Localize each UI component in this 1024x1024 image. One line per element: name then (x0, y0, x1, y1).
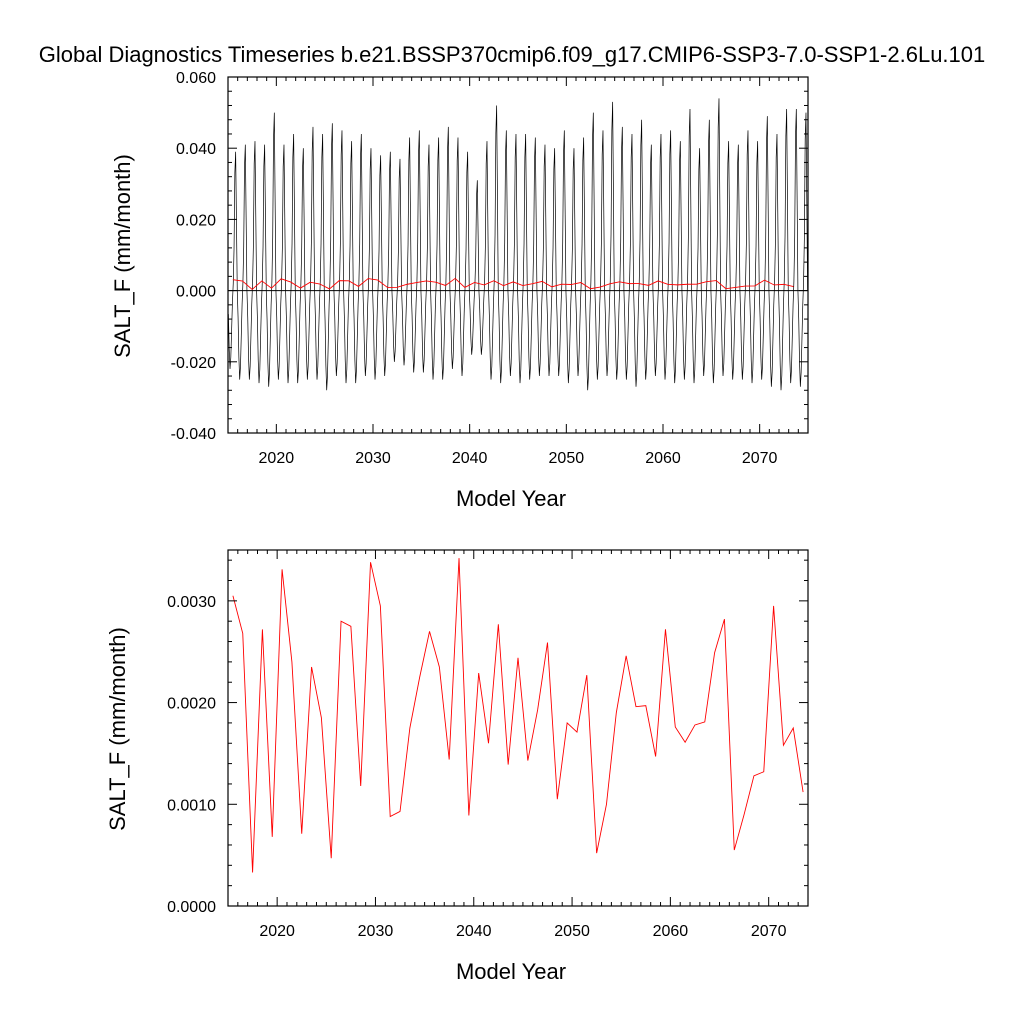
bottom-plot-frame (227, 549, 809, 907)
y-tick-label: 0.060 (176, 70, 216, 87)
bottom-x-axis-label: Model Year (456, 959, 566, 984)
x-tick-label: 2060 (645, 450, 681, 467)
x-tick-label: 2020 (259, 923, 295, 940)
y-tick-label: 0.0020 (167, 696, 216, 713)
x-tick-label: 2040 (456, 923, 492, 940)
figure-title: Global Diagnostics Timeseries b.e21.BSSP… (39, 42, 986, 67)
x-tick-label: 2020 (259, 450, 295, 467)
annual-mean-series-line (232, 558, 804, 873)
bottom-series-layer (232, 558, 804, 873)
x-tick-label: 2070 (751, 923, 787, 940)
top-plot-frame (227, 76, 809, 434)
y-tick-label: 0.020 (176, 212, 216, 229)
x-tick-label: 2050 (549, 450, 585, 467)
top-y-axis-label: SALT_F (mm/month) (110, 154, 135, 358)
bottom-y-axis-label: SALT_F (mm/month) (105, 627, 130, 831)
x-tick-label: 2060 (653, 923, 689, 940)
y-tick-label: 0.040 (176, 141, 216, 158)
y-tick-label: -0.020 (171, 355, 216, 372)
annual-mean-series-line (232, 277, 794, 291)
y-tick-label: 0.000 (176, 284, 216, 301)
y-tick-label: 0.0030 (167, 594, 216, 611)
x-tick-label: 2030 (358, 923, 394, 940)
x-tick-label: 2030 (355, 450, 391, 467)
top-x-axis-label: Model Year (456, 486, 566, 511)
top-tick-layer: 2020 2030 2040 2050 2060 2070 -0.040 -0.020 0.00… (171, 70, 809, 467)
x-tick-label: 2050 (554, 923, 590, 940)
bottom-tick-layer: 2020 2030 2040 2050 2060 2070 0.0000 0.0010 0.00… (167, 550, 809, 940)
top-series-layer (228, 98, 808, 391)
x-tick-label: 2040 (452, 450, 488, 467)
y-tick-label: -0.040 (171, 426, 216, 443)
top-panel: 2020 2030 2040 2050 2060 2070 -0.040 -0.020 0.00… (110, 70, 809, 511)
x-tick-label: 2070 (742, 450, 778, 467)
y-tick-label: 0.0000 (167, 899, 216, 916)
y-tick-label: 0.0010 (167, 797, 216, 814)
bottom-panel: 2020 2030 2040 2050 2060 2070 0.0000 0.0010 0.00… (105, 549, 809, 984)
monthly-series-line (228, 98, 808, 391)
